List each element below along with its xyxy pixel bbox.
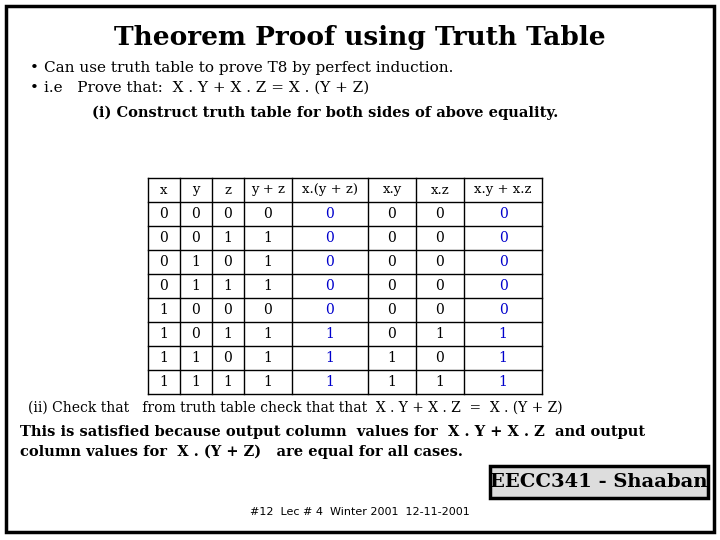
Text: •: •: [30, 61, 39, 75]
Text: 0: 0: [499, 231, 508, 245]
Text: 1: 1: [224, 327, 233, 341]
Text: 0: 0: [264, 303, 272, 317]
Text: Theorem Proof using Truth Table: Theorem Proof using Truth Table: [114, 25, 606, 51]
Text: 1: 1: [192, 255, 200, 269]
Text: 0: 0: [499, 303, 508, 317]
Text: 0: 0: [160, 207, 168, 221]
Bar: [490, 466, 708, 498]
Text: z: z: [225, 184, 232, 197]
Text: #12  Lec # 4  Winter 2001  12-11-2001: #12 Lec # 4 Winter 2001 12-11-2001: [250, 507, 470, 517]
Text: 0: 0: [224, 303, 233, 317]
Text: 0: 0: [436, 351, 444, 365]
Text: 0: 0: [264, 207, 272, 221]
Text: i.e   Prove that:  X . Y + X . Z = X . (Y + Z): i.e Prove that: X . Y + X . Z = X . (Y +…: [44, 81, 369, 95]
Text: 1: 1: [264, 279, 272, 293]
Text: Can use truth table to prove T8 by perfect induction.: Can use truth table to prove T8 by perfe…: [44, 61, 454, 75]
Text: x.y + x.z: x.y + x.z: [474, 184, 532, 197]
Text: y + z: y + z: [251, 184, 285, 197]
Text: 1: 1: [498, 375, 508, 389]
Text: 0: 0: [325, 303, 334, 317]
Text: 1: 1: [224, 231, 233, 245]
Text: 0: 0: [192, 327, 200, 341]
Text: 0: 0: [499, 255, 508, 269]
Text: 1: 1: [498, 327, 508, 341]
Text: 1: 1: [436, 375, 444, 389]
Text: x.y: x.y: [382, 184, 402, 197]
Text: 0: 0: [387, 303, 397, 317]
Text: 1: 1: [264, 375, 272, 389]
Text: (ii) Check that   from truth table check that that  X . Y + X . Z  =  X . (Y + Z: (ii) Check that from truth table check t…: [28, 401, 562, 415]
Text: 0: 0: [436, 255, 444, 269]
Text: 1: 1: [325, 375, 334, 389]
Text: 0: 0: [325, 279, 334, 293]
Text: x: x: [161, 184, 168, 197]
Text: 0: 0: [160, 231, 168, 245]
Text: 0: 0: [192, 231, 200, 245]
Text: 0: 0: [436, 207, 444, 221]
Text: 1: 1: [325, 351, 334, 365]
Text: 1: 1: [192, 351, 200, 365]
Text: 1: 1: [264, 327, 272, 341]
Text: 1: 1: [436, 327, 444, 341]
Text: 1: 1: [264, 351, 272, 365]
Text: 0: 0: [325, 231, 334, 245]
Text: y: y: [192, 184, 199, 197]
Text: 1: 1: [160, 351, 168, 365]
Text: column values for  X . (Y + Z)   are equal for all cases.: column values for X . (Y + Z) are equal …: [20, 445, 463, 459]
Text: 1: 1: [160, 303, 168, 317]
Text: 1: 1: [224, 375, 233, 389]
Text: 1: 1: [387, 351, 397, 365]
Text: 1: 1: [192, 279, 200, 293]
Text: 0: 0: [387, 255, 397, 269]
Text: 0: 0: [160, 279, 168, 293]
Text: 0: 0: [224, 351, 233, 365]
Text: 1: 1: [192, 375, 200, 389]
Text: 0: 0: [192, 207, 200, 221]
Text: (i) Construct truth table for both sides of above equality.: (i) Construct truth table for both sides…: [92, 106, 558, 120]
Text: 1: 1: [325, 327, 334, 341]
Text: x.(y + z): x.(y + z): [302, 184, 358, 197]
Text: •: •: [30, 81, 39, 95]
Text: 1: 1: [264, 231, 272, 245]
Text: 1: 1: [387, 375, 397, 389]
Text: 1: 1: [224, 279, 233, 293]
Text: 0: 0: [387, 279, 397, 293]
Text: 0: 0: [325, 255, 334, 269]
Text: 1: 1: [264, 255, 272, 269]
Text: EECC341 - Shaaban: EECC341 - Shaaban: [490, 473, 708, 491]
Text: 0: 0: [160, 255, 168, 269]
Text: 0: 0: [387, 207, 397, 221]
Text: x.z: x.z: [431, 184, 449, 197]
Text: This is satisfied because output column  values for  X . Y + X . Z  and output: This is satisfied because output column …: [20, 425, 645, 439]
Text: 0: 0: [387, 327, 397, 341]
Text: 1: 1: [498, 351, 508, 365]
Text: 0: 0: [224, 255, 233, 269]
Text: 0: 0: [499, 279, 508, 293]
Text: 0: 0: [436, 231, 444, 245]
Text: 0: 0: [192, 303, 200, 317]
Text: 0: 0: [499, 207, 508, 221]
Text: 0: 0: [387, 231, 397, 245]
Text: 0: 0: [436, 303, 444, 317]
Text: 1: 1: [160, 327, 168, 341]
Text: 0: 0: [325, 207, 334, 221]
Text: 0: 0: [436, 279, 444, 293]
Text: 1: 1: [160, 375, 168, 389]
Text: 0: 0: [224, 207, 233, 221]
